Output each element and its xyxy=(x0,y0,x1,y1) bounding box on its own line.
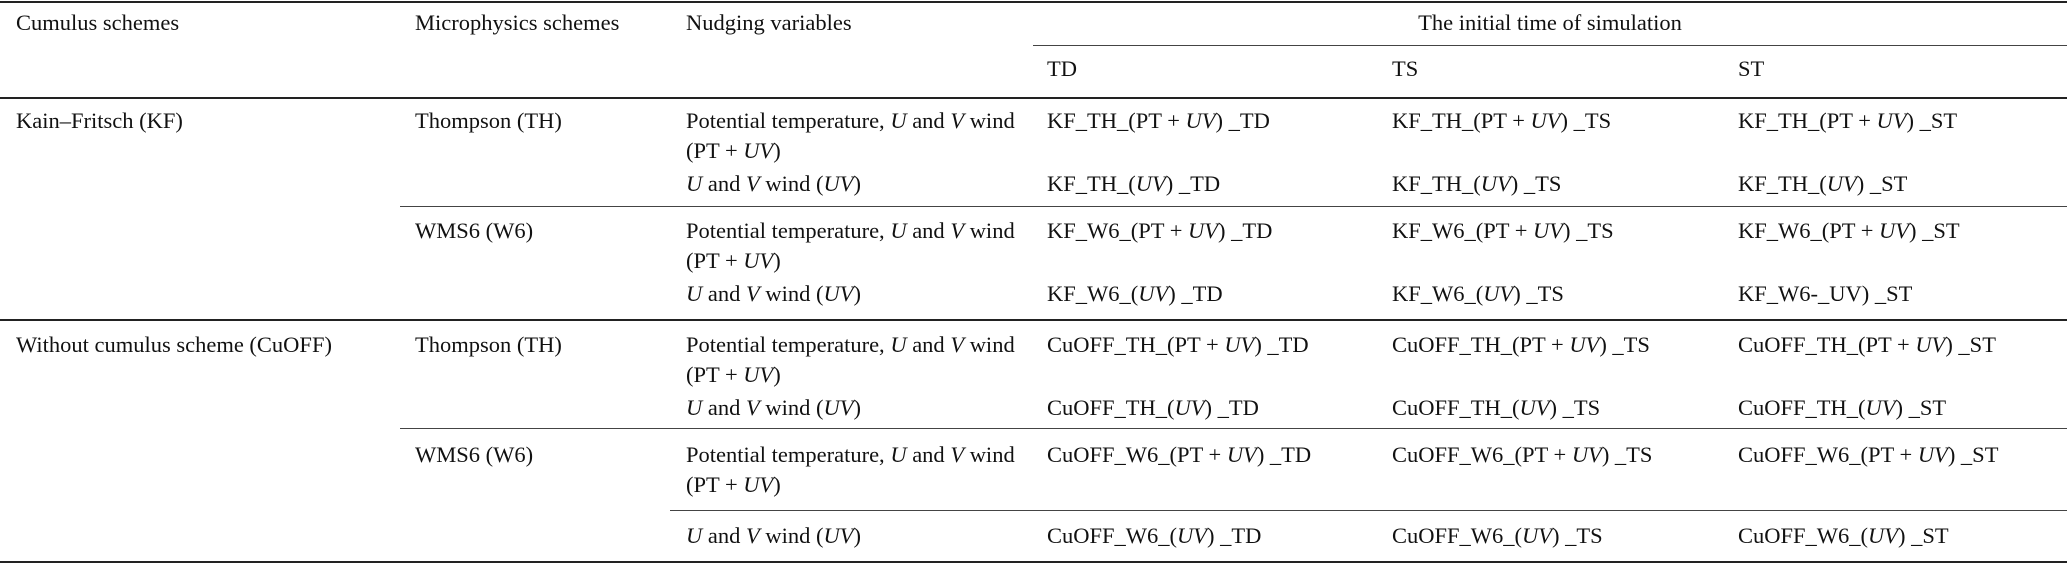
header-nudging: Nudging variables xyxy=(686,10,852,35)
run-cuoff-th-ptuv-ts: CuOFF_TH_(PT + UV) _TS xyxy=(1392,332,1650,357)
run-kf-w6-uv-ts: KF_W6_(UV) _TS xyxy=(1392,281,1564,306)
run-kf-w6-ptuv-td: KF_W6_(PT + UV) _TD xyxy=(1047,218,1273,243)
nudging-cuoff-th-uv: U and V wind (UV) xyxy=(686,395,861,420)
run-cuoff-th-uv-ts: CuOFF_TH_(UV) _TS xyxy=(1392,395,1601,420)
run-cuoff-w6-uv-td: CuOFF_W6_(UV) _TD xyxy=(1047,523,1262,548)
microphysics-kf-w6: WMS6 (W6) xyxy=(415,218,534,243)
nudging-kf-w6-uv: U and V wind (UV) xyxy=(686,281,861,306)
nudging-kf-th-ptuv: Potential temperature, U and V wind (PT … xyxy=(686,108,1015,163)
nudging-kf-th-uv: U and V wind (UV) xyxy=(686,171,861,196)
initial-time-underline xyxy=(1033,45,2067,47)
bottom-rule xyxy=(0,561,2067,563)
section-rule xyxy=(0,319,2067,321)
header-st: ST xyxy=(1738,56,1765,81)
nudging-kf-w6-ptuv: Potential temperature, U and V wind (PT … xyxy=(686,218,1015,273)
header-ts: TS xyxy=(1392,56,1419,81)
run-cuoff-th-ptuv-td: CuOFF_TH_(PT + UV) _TD xyxy=(1047,332,1309,357)
microphysics-cuoff-w6: WMS6 (W6) xyxy=(415,442,534,467)
top-rule xyxy=(0,1,2067,3)
run-kf-th-uv-ts: KF_TH_(UV) _TS xyxy=(1392,171,1562,196)
cuoff-w6-row-divider xyxy=(670,510,2067,512)
nudging-cuoff-w6-ptuv: Potential temperature, U and V wind (PT … xyxy=(686,442,1015,497)
run-kf-w6-uv-st: KF_W6-_UV) _ST xyxy=(1738,281,1913,306)
run-cuoff-th-ptuv-st: CuOFF_TH_(PT + UV) _ST xyxy=(1738,332,1996,357)
run-kf-th-uv-st: KF_TH_(UV) _ST xyxy=(1738,171,1908,196)
run-cuoff-w6-uv-ts: CuOFF_W6_(UV) _TS xyxy=(1392,523,1603,548)
run-kf-w6-ptuv-st: KF_W6_(PT + UV) _ST xyxy=(1738,218,1960,243)
run-kf-w6-uv-td: KF_W6_(UV) _TD xyxy=(1047,281,1223,306)
header-initial-time: The initial time of simulation xyxy=(1418,10,1682,35)
header-cumulus: Cumulus schemes xyxy=(16,10,180,35)
run-cuoff-w6-ptuv-td: CuOFF_W6_(PT + UV) _TD xyxy=(1047,442,1312,467)
run-cuoff-w6-uv-st: CuOFF_W6_(UV) _ST xyxy=(1738,523,1949,548)
run-cuoff-th-uv-td: CuOFF_TH_(UV) _TD xyxy=(1047,395,1259,420)
cuoff-group-divider xyxy=(400,428,2067,430)
run-kf-th-ptuv-ts: KF_TH_(PT + UV) _TS xyxy=(1392,108,1612,133)
run-kf-th-ptuv-st: KF_TH_(PT + UV) _ST xyxy=(1738,108,1958,133)
run-kf-w6-ptuv-ts: KF_W6_(PT + UV) _TS xyxy=(1392,218,1614,243)
microphysics-kf-th: Thompson (TH) xyxy=(415,108,562,133)
nudging-cuoff-th-ptuv: Potential temperature, U and V wind (PT … xyxy=(686,332,1015,387)
cumulus-cuoff: Without cumulus scheme (CuOFF) xyxy=(16,332,332,357)
header-td: TD xyxy=(1047,56,1077,81)
header-rule xyxy=(0,97,2067,99)
microphysics-cuoff-th: Thompson (TH) xyxy=(415,332,562,357)
nudging-cuoff-w6-uv: U and V wind (UV) xyxy=(686,523,861,548)
cumulus-kf: Kain–Fritsch (KF) xyxy=(16,108,183,133)
run-kf-th-uv-td: KF_TH_(UV) _TD xyxy=(1047,171,1221,196)
run-cuoff-th-uv-st: CuOFF_TH_(UV) _ST xyxy=(1738,395,1947,420)
run-kf-th-ptuv-td: KF_TH_(PT + UV) _TD xyxy=(1047,108,1270,133)
kf-group-divider xyxy=(400,206,2067,208)
run-cuoff-w6-ptuv-ts: CuOFF_W6_(PT + UV) _TS xyxy=(1392,442,1653,467)
run-cuoff-w6-ptuv-st: CuOFF_W6_(PT + UV) _ST xyxy=(1738,442,1999,467)
header-microphysics: Microphysics schemes xyxy=(415,10,620,35)
